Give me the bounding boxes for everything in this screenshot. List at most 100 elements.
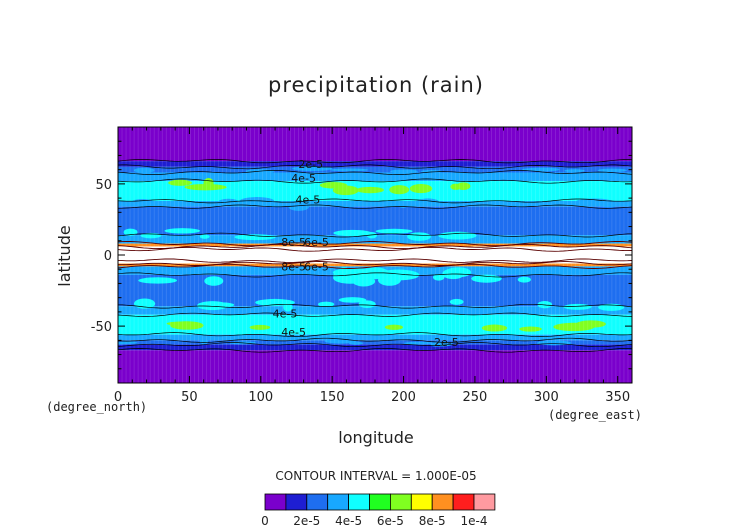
- colorbar-swatch-5: [369, 493, 391, 511]
- x-axis-ticks: 0 50 100 150 200 250 300 350: [114, 127, 630, 405]
- patch-70: [390, 169, 419, 174]
- contour-line: [118, 178, 632, 184]
- band-11: [118, 260, 632, 264]
- band-5: [118, 200, 632, 207]
- contour-line: [118, 159, 632, 164]
- patch-49: [449, 298, 464, 305]
- x-tick-label: 250: [463, 390, 488, 405]
- contour-label-9: 2e-5: [434, 336, 459, 349]
- band-9: [118, 246, 632, 250]
- patch-28: [199, 234, 210, 239]
- patch-52: [196, 301, 229, 311]
- band-15: [118, 306, 632, 315]
- colorbar-swatch-6: [389, 493, 412, 511]
- contour-line: [118, 312, 632, 317]
- patch-22: [234, 234, 276, 241]
- patch-9: [389, 185, 410, 195]
- patch-25: [164, 228, 201, 234]
- contour-label-1: 4e-5: [291, 172, 316, 185]
- contour-label-5: 8e-5: [281, 260, 306, 273]
- contour-line: [118, 263, 632, 269]
- contour-line: [118, 342, 632, 348]
- band-14: [118, 274, 632, 307]
- colorbar-swatch-2: [306, 493, 329, 511]
- chart-title: precipitation (rain): [268, 73, 484, 97]
- patch-8: [184, 184, 227, 191]
- patch-0: [356, 186, 384, 194]
- contour-label-6: 6e-5: [304, 260, 329, 273]
- patch-62: [481, 324, 508, 332]
- patch-84: [199, 339, 209, 345]
- patch-37: [138, 277, 178, 284]
- patch-59: [318, 301, 335, 307]
- patch-75: [564, 169, 585, 173]
- patch-7: [319, 181, 348, 189]
- band-18: [118, 340, 632, 345]
- patch-6: [168, 179, 192, 186]
- y-tick-label: 0: [104, 249, 112, 264]
- y-axis-unit: (degree_north): [46, 400, 147, 414]
- contour-line: [118, 348, 632, 353]
- patch-58: [338, 297, 367, 303]
- band-17: [118, 334, 632, 341]
- contour-interval-text: CONTOUR INTERVAL = 1.000E-05: [275, 469, 476, 483]
- patch-86: [118, 341, 138, 345]
- contour-line: [118, 303, 632, 309]
- patch-57: [283, 302, 293, 312]
- contour-line: [118, 332, 632, 337]
- contour-line: [118, 198, 632, 204]
- patch-64: [519, 326, 542, 332]
- colorbar-swatch-8: [431, 493, 454, 511]
- patch-80: [403, 341, 436, 345]
- y-axis-ticks: -50 0 50: [91, 140, 632, 370]
- x-tick-label: 100: [248, 390, 273, 405]
- band-8: [118, 243, 632, 247]
- band-3: [118, 172, 632, 182]
- contour-label-2: 4e-5: [296, 194, 321, 207]
- contour-label-3: 8e-5: [281, 236, 306, 249]
- contour-line: [118, 246, 632, 252]
- patch-21: [217, 198, 240, 207]
- contour-line: [118, 204, 632, 209]
- x-tick-label: 0: [114, 390, 122, 405]
- patch-4: [456, 182, 471, 191]
- patch-33: [432, 273, 445, 281]
- contour-line: [118, 170, 632, 175]
- patch-77: [521, 168, 552, 171]
- colorbar-tick-label: 6e-5: [377, 514, 404, 528]
- longitude-gridlines: [118, 127, 632, 383]
- patch-56: [358, 300, 376, 309]
- x-tick-label: 150: [320, 390, 345, 405]
- colorbar-tick-label: 2e-5: [293, 514, 320, 528]
- patch-27: [438, 231, 477, 240]
- colorbar-swatch-7: [410, 493, 433, 511]
- y-axis-label: latitude: [55, 225, 74, 286]
- contour-line: [118, 243, 632, 250]
- colorbar-swatch-3: [327, 493, 350, 511]
- colorbar-swatch-1: [285, 493, 308, 511]
- patch-38: [204, 276, 224, 286]
- patch-83: [324, 338, 357, 344]
- patch-45: [338, 266, 350, 277]
- contour-line: [118, 258, 632, 263]
- patch-85: [536, 340, 572, 346]
- contour-label-0: 2e-5: [298, 158, 323, 171]
- x-tick-label: 200: [391, 390, 416, 405]
- y-tick-label: -50: [91, 320, 112, 335]
- x-axis-unit: (degree_east): [548, 408, 642, 422]
- band-2: [118, 166, 632, 173]
- colorbar: 0 2e-5 4e-5 6e-5 8e-5 1e-4: [261, 493, 496, 528]
- colorbar-swatch-9: [452, 493, 475, 511]
- patch-74: [330, 168, 369, 172]
- colorbar-swatch-10: [473, 493, 496, 511]
- patch-36: [471, 274, 502, 283]
- colorbar-swatch-0: [264, 493, 287, 511]
- band-19: [118, 344, 632, 351]
- band-7: [118, 235, 632, 244]
- band-6: [118, 206, 632, 236]
- patch-16: [324, 201, 363, 208]
- colorbar-tick-label: 8e-5: [419, 514, 446, 528]
- contour-line: [118, 164, 632, 170]
- patch-32: [517, 276, 531, 283]
